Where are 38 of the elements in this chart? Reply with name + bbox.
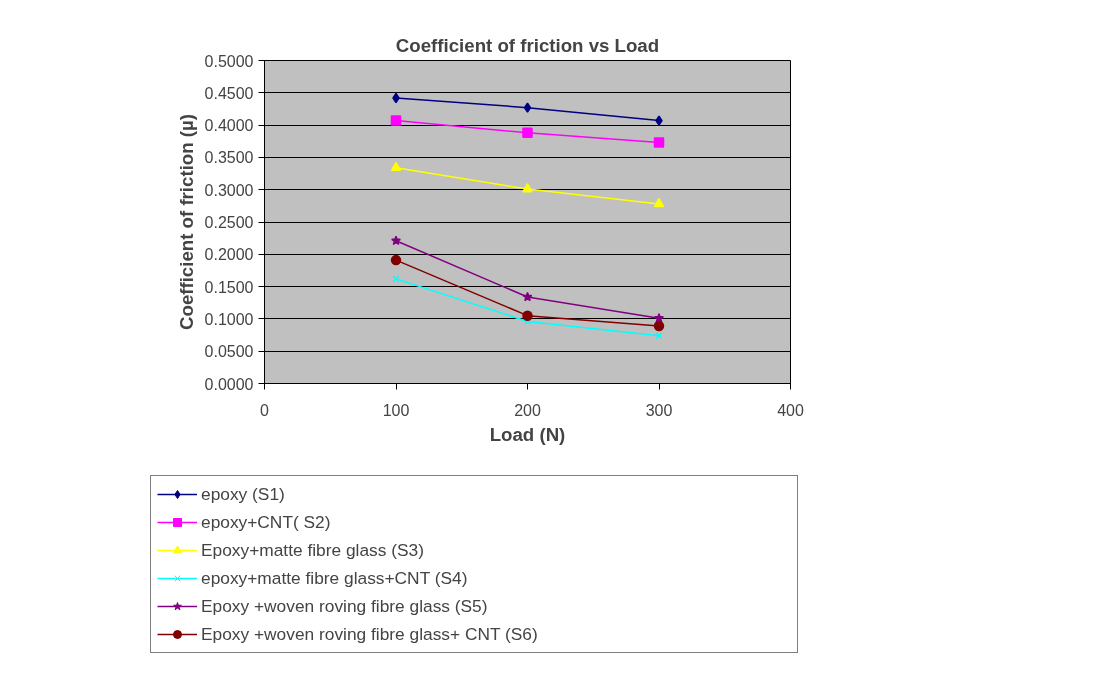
x-tick-label: 400 bbox=[777, 401, 804, 419]
legend-label: Epoxy+matte fibre glass (S3) bbox=[201, 538, 425, 562]
point bbox=[390, 235, 402, 246]
y-tick-label: 0.4500 bbox=[204, 84, 254, 102]
point bbox=[522, 291, 533, 302]
y-tick-label: 0.3000 bbox=[204, 181, 254, 199]
point bbox=[655, 115, 663, 126]
x-tick-label: 100 bbox=[382, 401, 410, 419]
legend-label: epoxy (S1) bbox=[201, 482, 286, 506]
point bbox=[522, 310, 533, 321]
x-axis-title: Load (N) bbox=[489, 423, 566, 445]
y-tick-label: 0.2000 bbox=[204, 246, 254, 264]
x-tick-label: 200 bbox=[514, 401, 541, 419]
point bbox=[522, 183, 533, 193]
point bbox=[522, 127, 533, 139]
y-tick-label: 0.0500 bbox=[204, 343, 254, 361]
y-tick-label: 0.1500 bbox=[204, 278, 254, 296]
point bbox=[390, 254, 402, 266]
x-tick-label: 300 bbox=[645, 401, 673, 419]
point bbox=[390, 115, 402, 126]
legend-label: epoxy+matte fibre glass+CNT (S4) bbox=[201, 566, 469, 590]
point bbox=[390, 161, 402, 172]
point bbox=[653, 320, 665, 332]
point bbox=[653, 137, 665, 148]
point bbox=[653, 197, 665, 208]
y-tick-label: 0.4000 bbox=[204, 117, 254, 135]
chart-title: Coefficient of friction vs Load bbox=[395, 34, 660, 56]
legend-label: epoxy+CNT( S2) bbox=[201, 510, 332, 534]
y-tick-label: 0.0000 bbox=[204, 375, 254, 393]
y-tick-label: 0.2500 bbox=[204, 214, 254, 231]
y-tick-label: 0.3500 bbox=[204, 149, 254, 167]
legend-label: Epoxy +woven roving fibre glass+ CNT (S6) bbox=[201, 622, 539, 646]
y-tick-label: 0.1000 bbox=[204, 310, 254, 328]
y-axis-title: Coefficient of friction (µ) bbox=[175, 114, 197, 330]
x-tick-label: 0 bbox=[260, 401, 270, 419]
point bbox=[523, 102, 532, 113]
legend-label: Epoxy +woven roving fibre glass (S5) bbox=[201, 594, 489, 618]
y-tick-label: 0.5000 bbox=[204, 52, 254, 70]
